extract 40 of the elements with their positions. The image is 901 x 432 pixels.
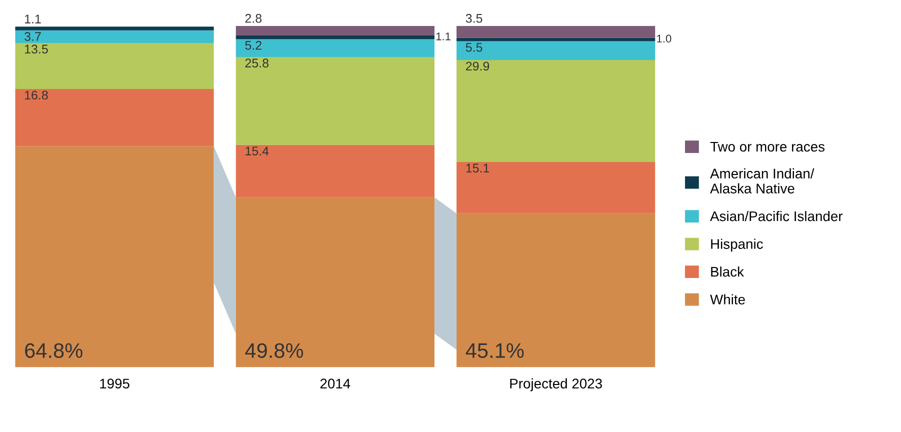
data-label: 15.1 <box>466 164 490 172</box>
data-label: 25.8 <box>245 58 268 68</box>
data-label: 1.1 <box>25 14 41 24</box>
data-label: 49.8% <box>245 343 304 358</box>
x-tick-label: Projected 2023 <box>510 378 602 392</box>
data-label: 2.8 <box>245 14 262 23</box>
bar <box>456 60 656 162</box>
legend-label: Asian/Pacific Islander <box>710 210 843 222</box>
bar <box>456 26 656 38</box>
x-tick-label: 2014 <box>320 378 350 389</box>
data-label: 16.8 <box>25 90 48 100</box>
legend-label: Hispanic <box>711 238 763 252</box>
data-label: 5.2 <box>245 40 262 50</box>
legend-label: White <box>710 294 745 304</box>
bar <box>236 35 434 40</box>
data-label: 15.4 <box>246 146 269 156</box>
data-label: 64.8% <box>25 343 82 358</box>
bar <box>456 38 656 42</box>
bar <box>236 56 434 145</box>
x-tick-label: 1995 <box>100 378 130 389</box>
data-label: 45.1% <box>466 343 524 358</box>
bar <box>236 26 434 36</box>
data-label: 29.9 <box>466 62 490 71</box>
data-label: 1.0 <box>657 34 672 43</box>
bar <box>15 26 214 30</box>
data-label: 5.5 <box>466 43 482 52</box>
legend-label: American Indian/ Alaska Native <box>710 168 814 194</box>
legend-label: Black <box>711 266 744 277</box>
bar <box>15 42 214 89</box>
bar <box>236 39 434 57</box>
data-label: 13.5 <box>25 44 48 54</box>
data-label: 3.5 <box>466 14 482 23</box>
data-label: 1.1 <box>436 32 450 40</box>
bar <box>15 88 214 146</box>
bar <box>236 144 434 198</box>
data-label: 3.7 <box>24 32 41 41</box>
bar <box>456 162 656 214</box>
legend-label: Two or more races <box>710 142 825 152</box>
bar <box>15 30 214 43</box>
bar <box>456 41 656 60</box>
